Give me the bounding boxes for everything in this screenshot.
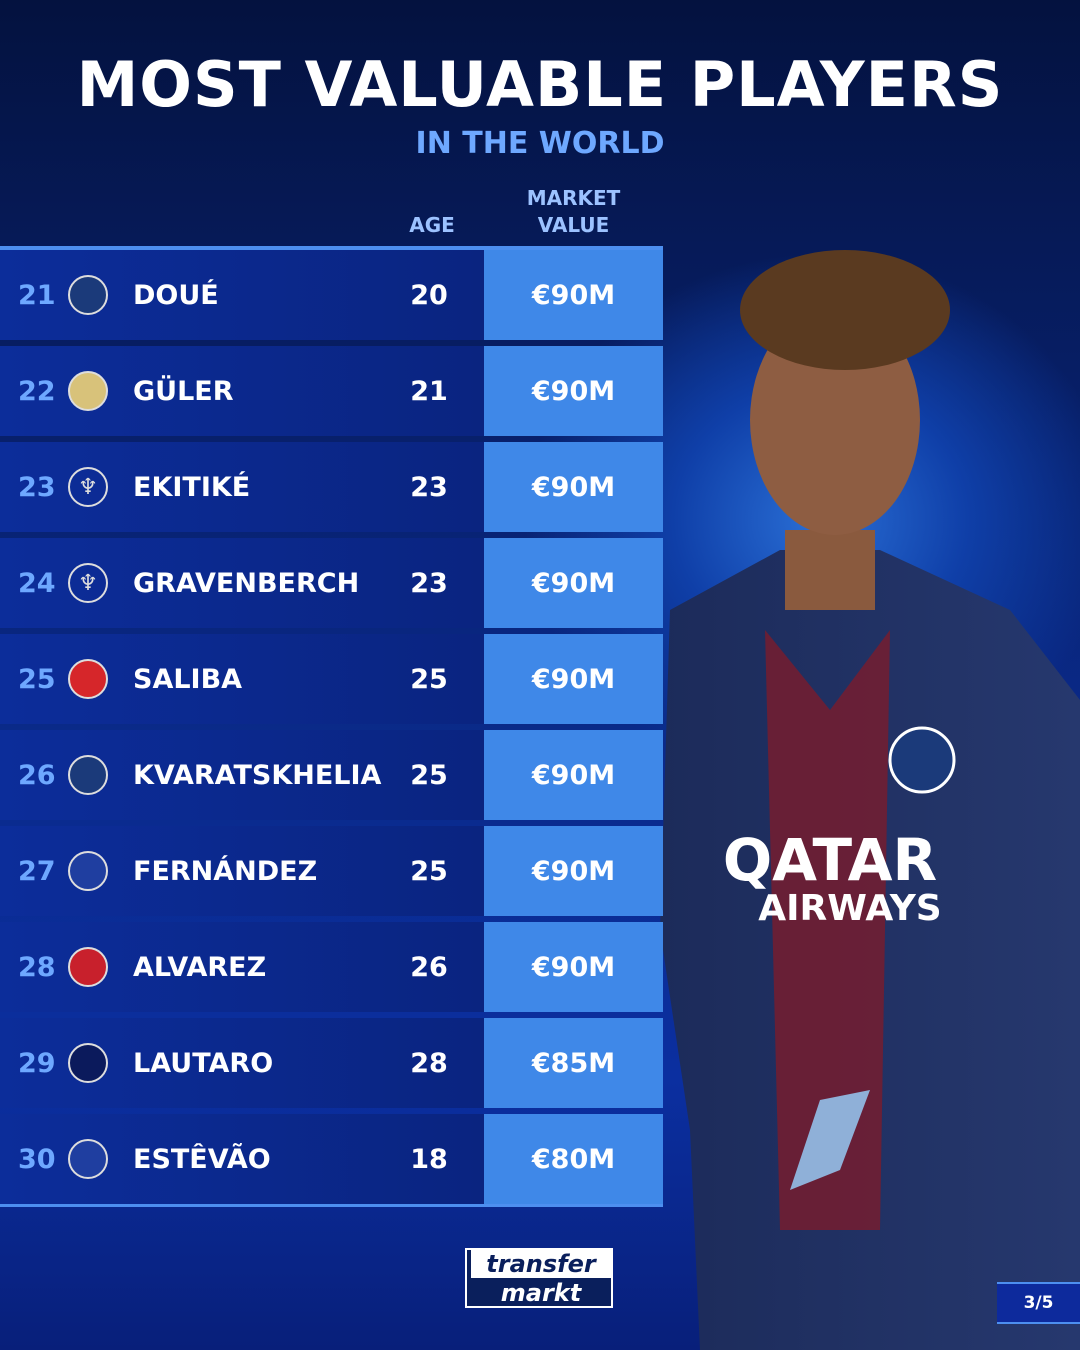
club-crest-icon: ♆ [68, 467, 108, 507]
club-crest-icon [68, 659, 108, 699]
page-title: MOST VALUABLE PLAYERS [76, 48, 1004, 121]
sponsor-line2: AIRWAYS [758, 888, 941, 929]
player-name: ESTÊVÃO [133, 1143, 271, 1175]
table-row: 28 ALVAREZ 26 €90M [0, 922, 663, 1012]
rank: 23 [18, 471, 56, 503]
table-row: 27 FERNÁNDEZ 25 €90M [0, 826, 663, 916]
market-value: €90M [484, 538, 663, 628]
logo-line1: transfer [471, 1250, 611, 1278]
table-row: 24 ♆ GRAVENBERCH 23 €90M [0, 538, 663, 628]
rank: 25 [18, 663, 56, 695]
club-crest-icon [68, 1139, 108, 1179]
table-row: 25 SALIBA 25 €90M [0, 634, 663, 724]
player-age: 25 [410, 663, 448, 695]
player-age: 25 [410, 855, 448, 887]
market-value-header-line1: MARKET [526, 186, 621, 210]
player-name: EKITIKÉ [133, 471, 251, 503]
table-bottom-rule [0, 1204, 663, 1207]
club-crest-icon [68, 755, 108, 795]
rank: 27 [18, 855, 56, 887]
player-age: 20 [410, 279, 448, 311]
market-value: €90M [484, 442, 663, 532]
player-name: FERNÁNDEZ [133, 855, 318, 887]
rank: 28 [18, 951, 56, 983]
logo-line2: markt [500, 1279, 582, 1307]
market-value: €90M [484, 730, 663, 820]
player-age: 23 [410, 471, 448, 503]
club-crest-icon: ♆ [68, 563, 108, 603]
player-name: GRAVENBERCH [133, 567, 360, 599]
market-value-header-line2: VALUE [537, 213, 610, 237]
player-age: 23 [410, 567, 448, 599]
table-top-rule [0, 246, 663, 250]
club-crest-icon [68, 1043, 108, 1083]
market-value: €90M [484, 250, 663, 340]
club-crest-icon [68, 371, 108, 411]
table-row: 26 KVARATSKHELIA 25 €90M [0, 730, 663, 820]
age-header: AGE [409, 213, 455, 237]
player-age: 28 [410, 1047, 448, 1079]
player-name: LAUTARO [133, 1047, 274, 1079]
club-crest-icon [68, 947, 108, 987]
player-name: GÜLER [133, 375, 234, 407]
player-name: ALVAREZ [133, 951, 267, 983]
market-value: €90M [484, 922, 663, 1012]
rank: 24 [18, 567, 56, 599]
market-value: €90M [484, 826, 663, 916]
transfermarkt-logo: transfer markt [465, 1248, 613, 1308]
rank: 21 [18, 279, 56, 311]
rank: 30 [18, 1143, 56, 1175]
market-value: €90M [484, 634, 663, 724]
player-photo: QATAR AIRWAYS [660, 250, 1080, 1350]
club-crest-icon [68, 851, 108, 891]
market-value: €80M [484, 1114, 663, 1204]
table-row: 21 DOUÉ 20 €90M [0, 250, 663, 340]
table-row: 22 GÜLER 21 €90M [0, 346, 663, 436]
market-value: €85M [484, 1018, 663, 1108]
table-row: 23 ♆ EKITIKÉ 23 €90M [0, 442, 663, 532]
rank: 26 [18, 759, 56, 791]
player-age: 18 [410, 1143, 448, 1175]
player-name: SALIBA [133, 663, 243, 695]
page-subtitle: IN THE WORLD [415, 126, 665, 161]
page-indicator: 3/5 [997, 1282, 1080, 1324]
market-value: €90M [484, 346, 663, 436]
club-crest-icon [68, 275, 108, 315]
market-value-header: MARKET VALUE [484, 185, 663, 239]
player-age: 21 [410, 375, 448, 407]
rank: 22 [18, 375, 56, 407]
player-age: 26 [410, 951, 448, 983]
player-name: KVARATSKHELIA [133, 759, 382, 791]
player-age: 25 [410, 759, 448, 791]
rank: 29 [18, 1047, 56, 1079]
table-row: 30 ESTÊVÃO 18 €80M [0, 1114, 663, 1204]
player-name: DOUÉ [133, 279, 219, 311]
table-row: 29 LAUTARO 28 €85M [0, 1018, 663, 1108]
sponsor-line1: QATAR [723, 826, 937, 894]
